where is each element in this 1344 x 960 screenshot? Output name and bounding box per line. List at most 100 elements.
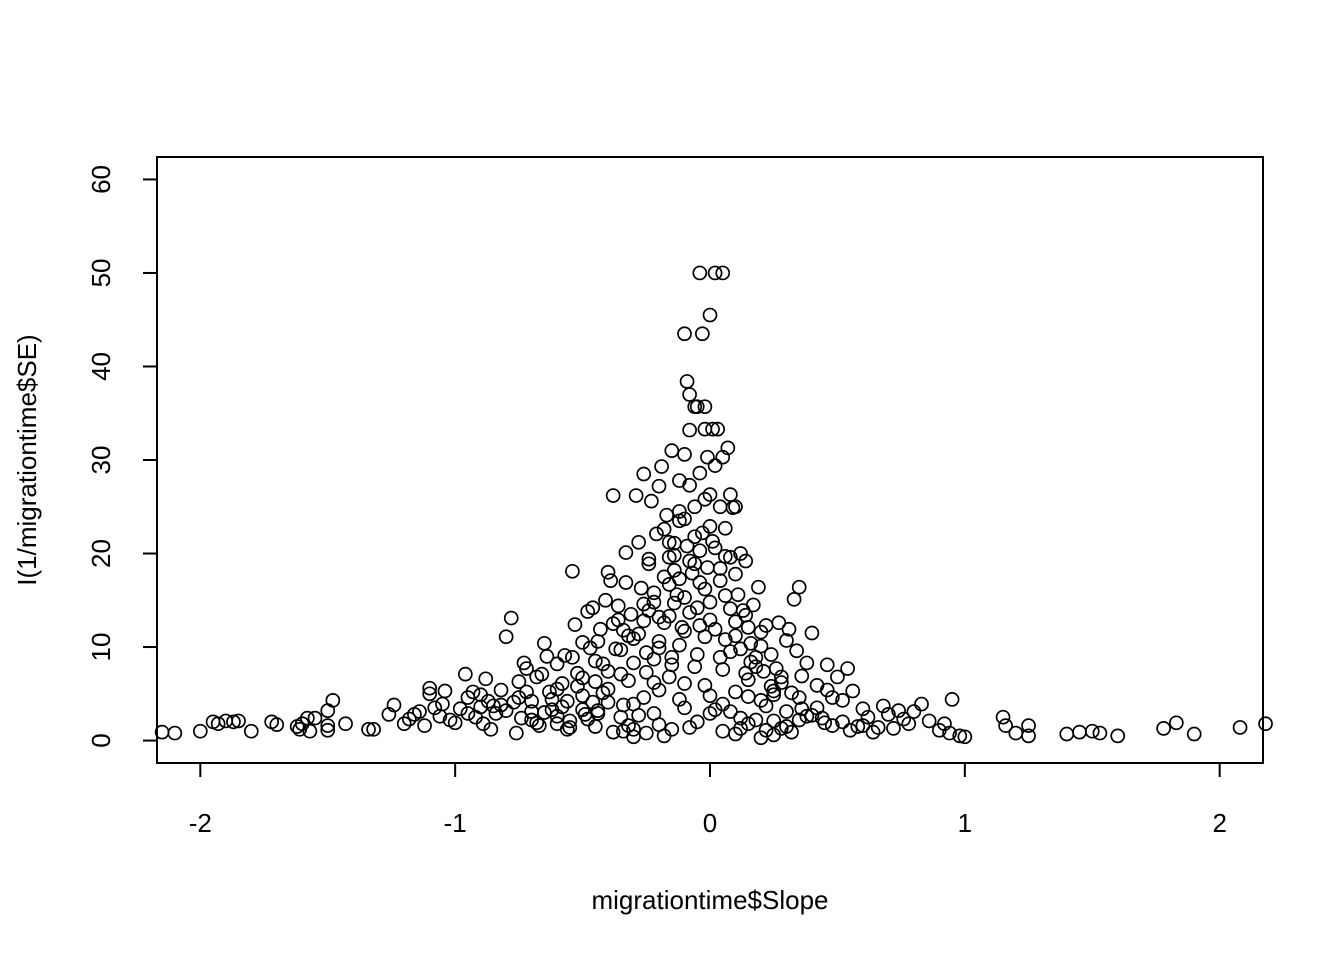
data-point: [697, 491, 713, 507]
data-point: [654, 459, 669, 474]
data-point: [618, 575, 634, 590]
data-point: [646, 585, 662, 601]
data-point: [784, 724, 799, 740]
data-point: [692, 265, 708, 281]
data-point: [781, 621, 797, 637]
data-point: [302, 723, 318, 739]
data-point: [794, 668, 810, 684]
data-point: [791, 690, 807, 705]
data-point: [590, 634, 606, 649]
data-point: [269, 717, 285, 733]
data-point: [386, 697, 402, 713]
data-point: [672, 692, 687, 707]
data-point: [661, 549, 677, 565]
data-point: [618, 545, 634, 560]
data-point: [231, 713, 246, 729]
data-point: [633, 580, 649, 596]
data-point: [710, 421, 726, 437]
data-point: [702, 519, 718, 534]
data-point: [705, 534, 720, 549]
data-point: [824, 690, 840, 705]
data-point: [842, 722, 858, 738]
data-point: [677, 326, 692, 342]
data-point: [325, 692, 341, 708]
data-point: [610, 598, 626, 614]
data-point: [641, 551, 657, 567]
data-point: [733, 641, 748, 657]
data-point: [682, 422, 697, 438]
y-axis-label: I(1/migrationtime$SE): [12, 334, 42, 585]
data-point: [692, 543, 708, 559]
data-point: [626, 655, 641, 671]
data-point: [422, 686, 438, 702]
data-point: [794, 701, 810, 717]
data-point: [687, 659, 703, 675]
data-point: [896, 711, 912, 727]
data-point: [435, 696, 450, 712]
data-point: [559, 721, 575, 737]
data-point: [768, 661, 784, 676]
data-point: [524, 704, 539, 719]
data-point: [723, 601, 738, 617]
data-point: [786, 591, 802, 607]
data-point: [544, 692, 560, 707]
data-point: [562, 713, 578, 729]
data-point: [850, 719, 866, 734]
data-point: [942, 725, 957, 741]
data-point: [646, 594, 662, 610]
data-point: [773, 669, 789, 685]
data-point: [906, 704, 922, 719]
data-point: [702, 487, 718, 502]
data-point: [465, 684, 481, 700]
data-point: [855, 701, 871, 717]
data-point: [728, 614, 743, 630]
data-point: [723, 704, 738, 719]
data-point: [1084, 723, 1100, 739]
data-point: [483, 721, 499, 737]
data-point: [748, 659, 764, 675]
data-point: [590, 706, 606, 721]
data-point: [799, 708, 815, 724]
data-point: [498, 629, 514, 645]
data-point: [549, 708, 565, 724]
data-point: [682, 605, 697, 620]
data-point: [338, 716, 353, 732]
data-point: [600, 564, 616, 580]
data-point: [694, 326, 710, 342]
data-point: [585, 600, 601, 616]
data-point: [531, 718, 547, 733]
data-point: [717, 632, 733, 647]
data-point: [860, 709, 876, 725]
data-point: [664, 649, 680, 665]
data-point: [603, 573, 618, 588]
x-axis-label: migrationtime$Slope: [591, 885, 828, 915]
data-point: [486, 698, 501, 714]
data-point: [921, 713, 937, 729]
data-point: [651, 609, 667, 625]
data-point: [835, 692, 850, 708]
y-tick-label: 0: [86, 733, 116, 747]
data-point: [651, 478, 667, 494]
data-point: [995, 709, 1011, 725]
data-point: [944, 692, 960, 707]
data-point: [192, 723, 208, 739]
data-point: [478, 671, 494, 687]
data-point: [557, 648, 573, 663]
data-point: [697, 399, 713, 415]
data-point: [998, 718, 1013, 733]
data-point: [753, 638, 769, 654]
data-point: [641, 556, 657, 572]
data-point: [738, 553, 754, 569]
data-point: [1021, 728, 1036, 744]
data-point: [396, 716, 412, 732]
y-tick-label: 20: [86, 539, 116, 568]
data-point: [791, 579, 807, 595]
data-point: [682, 387, 697, 402]
data-point: [1186, 726, 1202, 742]
data-point: [417, 718, 432, 733]
data-point: [651, 634, 667, 649]
data-point: [804, 707, 820, 723]
data-point: [901, 716, 917, 732]
data-point: [613, 709, 629, 725]
